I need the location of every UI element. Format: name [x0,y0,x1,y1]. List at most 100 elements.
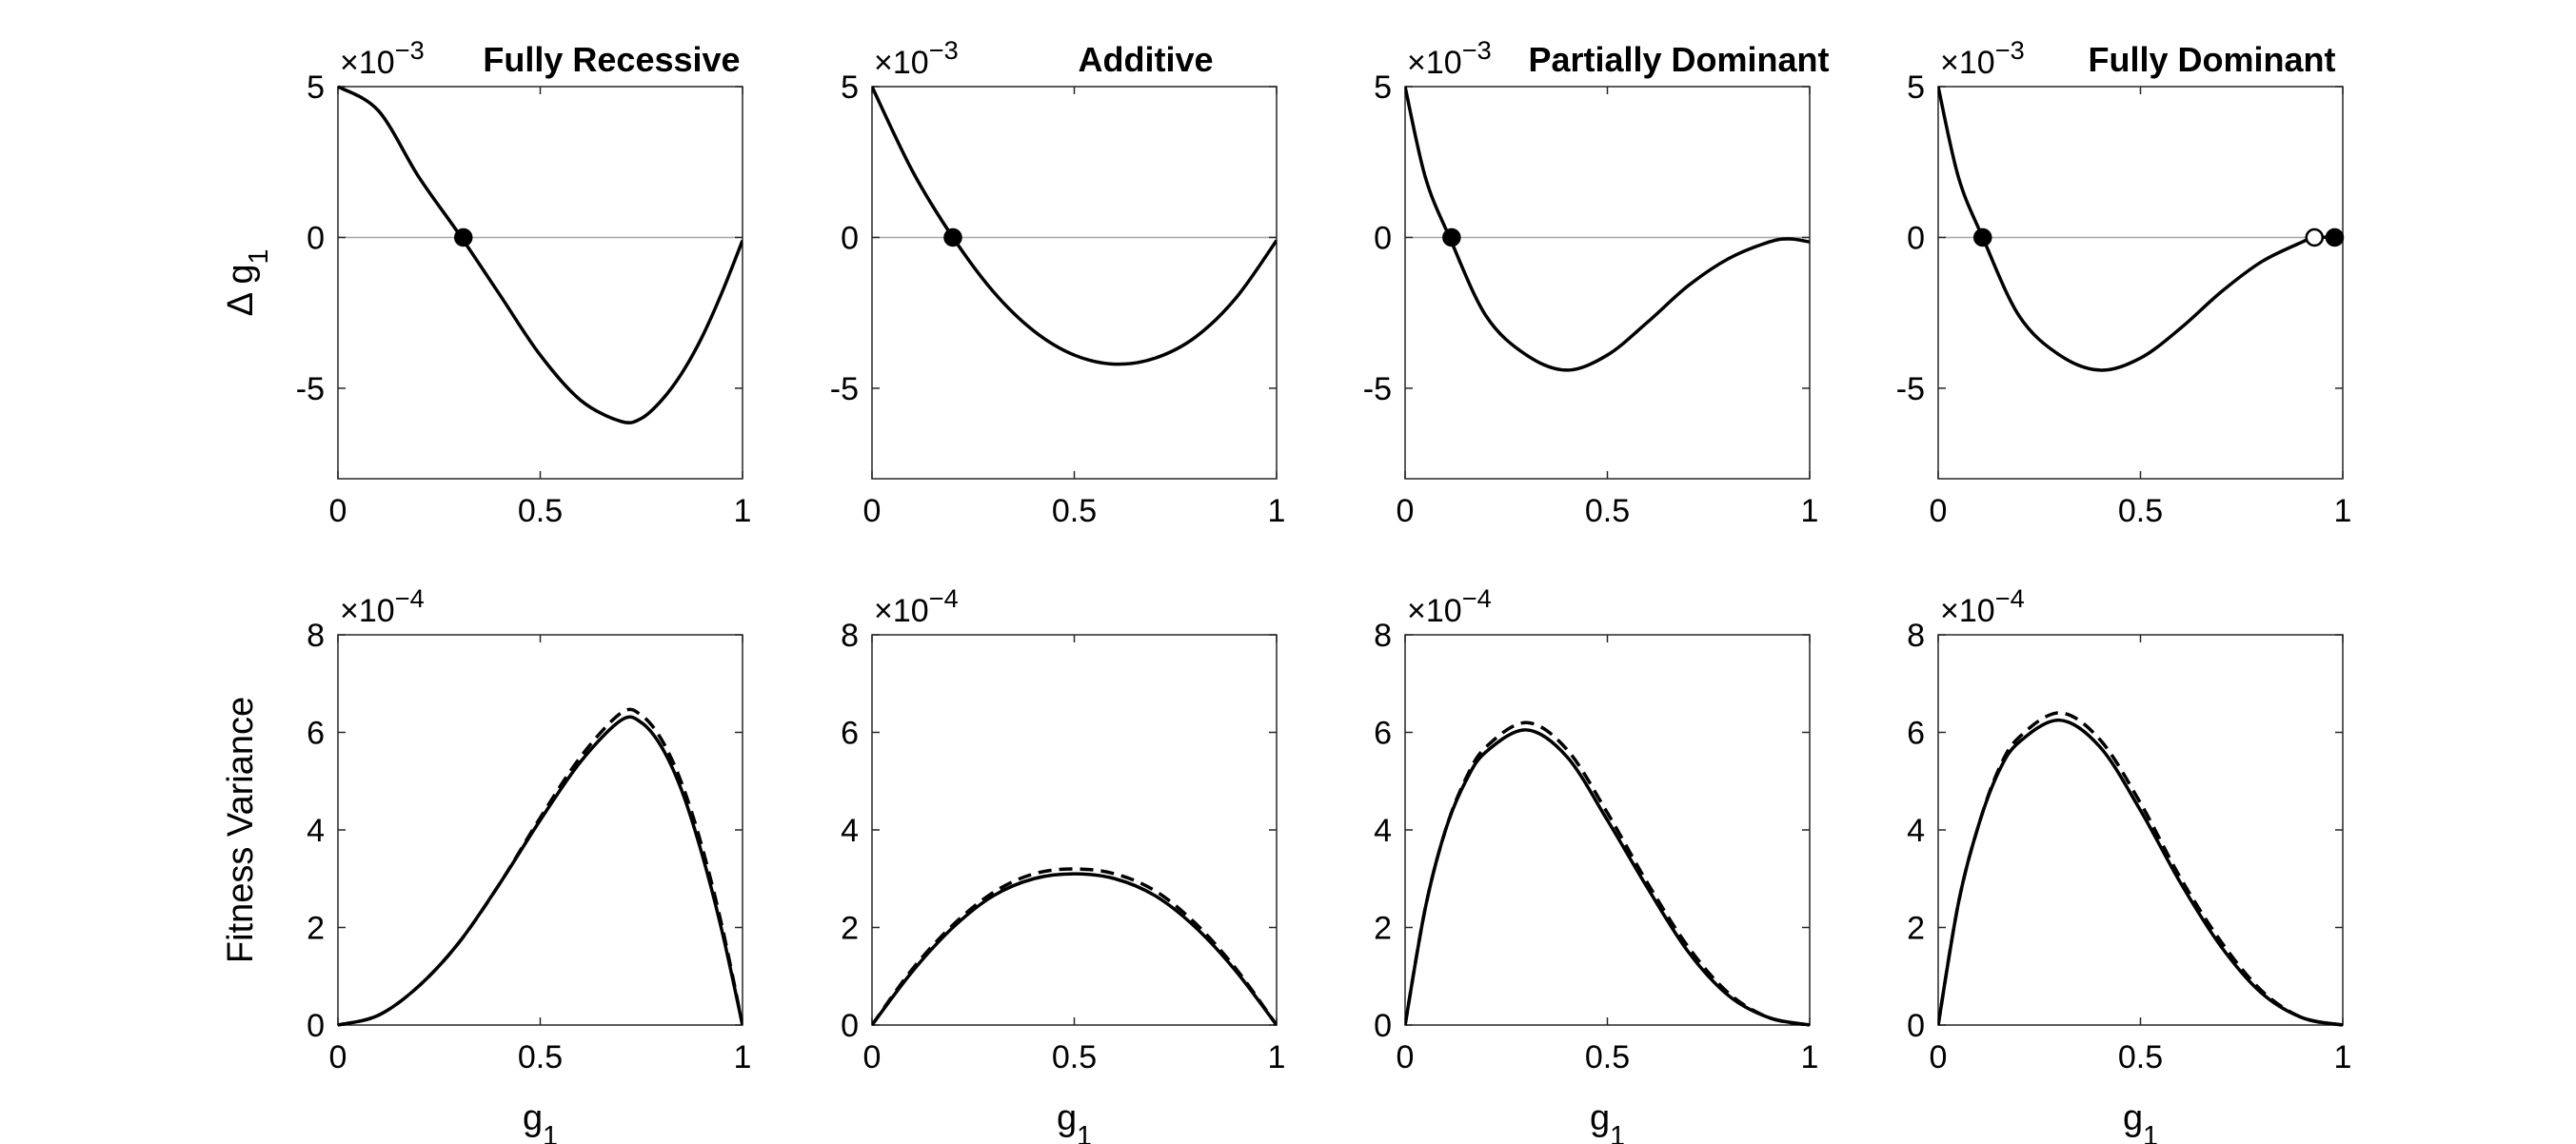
x-tick-label: 0.5 [1585,493,1630,529]
x-tick-label: 0 [1397,1039,1415,1075]
y-tick-label: 5 [1374,69,1392,106]
stable-equilibrium-point [943,227,962,247]
y-tick-label: 0 [1374,220,1392,256]
panel-4: 0 0.5 1 5 0 -5 ×10−3 Fully Dominant [1896,35,2352,530]
stable-equilibrium-point [1973,227,1992,247]
y-tick-label: 5 [307,69,325,106]
panel-3: 0 0.5 1 5 0 -5 ×10−3 Partially Dominant [1363,35,1830,530]
panel-2: 0 0.5 1 5 0 -5 ×10−3 Additive [830,35,1286,530]
panel-title: Partially Dominant [1528,40,1829,79]
y-exponent-label: ×10−4 [340,583,425,630]
panel-1: 0 0.5 1 5 0 -5 ×10−3 Fully Recessive Δ g1 [221,35,751,530]
x-tick-label: 0 [1930,493,1948,529]
y-tick-label: 6 [841,716,859,752]
y-tick-label: 0 [1374,1008,1392,1044]
y-exponent-label: ×10−3 [1407,35,1492,82]
y-tick-label: 6 [1907,716,1925,752]
x-tick-label: 1 [1801,1039,1819,1075]
x-tick-label: 1 [1801,493,1819,529]
series-line-dashed [1405,720,1810,1027]
x-tick-label: 0.5 [2118,493,2163,529]
unstable-equilibrium-point [2305,227,2324,247]
x-tick-label: 0 [329,1039,347,1075]
y-tick-label: 6 [1374,716,1392,752]
panel-title: Additive [1078,40,1213,79]
x-tick-label: 0 [1397,493,1415,529]
panel-8: 0 0.5 1 8 6 4 2 0 ×10−4 g1 [1907,583,2351,1144]
y-tick-label: 0 [841,220,859,256]
series-line-solid [1405,728,1810,1027]
x-tick-label: 0 [329,493,347,529]
y-tick-label: 5 [841,69,859,106]
x-tick-label: 0.5 [518,493,563,529]
y-exponent-label: ×10−4 [1940,583,2025,630]
y-tick-label: 0 [841,1008,859,1044]
axes-box [1937,86,2344,480]
axes-box [1404,86,1811,480]
y-tick-label: -5 [1363,371,1392,407]
y-tick-label: 0 [1907,1008,1925,1044]
series-line-solid [1938,86,2343,372]
x-tick-label: 1 [2334,493,2352,529]
y-tick-label: -5 [296,371,325,407]
panel-5: 0 0.5 1 8 6 4 2 0 ×10−4 g1 Fitness Variance [221,583,751,1144]
series-line-solid [338,715,743,1027]
y-tick-label: 2 [1907,911,1925,947]
y-exponent-label: ×10−4 [1407,583,1492,630]
y-exponent-label: ×10−3 [874,35,959,82]
y-tick-label: 8 [1374,618,1392,654]
y-tick-label: 2 [307,911,325,947]
series-line-dashed [872,867,1277,1027]
x-axis-label: g1 [1590,1098,1625,1144]
x-tick-label: 1 [1268,1039,1286,1075]
x-axis-label: g1 [1057,1098,1092,1144]
x-tick-label: 1 [2334,1039,2352,1075]
x-tick-label: 0 [863,1039,882,1075]
panel-title: Fully Recessive [483,40,740,79]
x-tick-label: 1 [734,493,752,529]
y-tick-label: 4 [841,813,859,849]
panel-7: 0 0.5 1 8 6 4 2 0 ×10−4 g1 [1374,583,1818,1144]
axes-box [1937,634,2344,1026]
series-line-solid [872,86,1277,366]
series-line-dashed [338,707,743,1027]
panel-title: Fully Dominant [2089,40,2336,79]
x-tick-label: 0.5 [518,1039,563,1075]
y-tick-label: 2 [1374,911,1392,947]
x-tick-label: 0 [863,493,882,529]
y-tick-label: 4 [1374,813,1392,849]
axes-box [871,634,1278,1026]
x-tick-label: 0.5 [2118,1039,2163,1075]
y-axis-label: Fitness Variance [221,697,261,963]
y-tick-label: 4 [1907,813,1925,849]
panel-6: 0 0.5 1 8 6 4 2 0 ×10−4 g1 [841,583,1285,1144]
y-tick-label: 0 [307,220,325,256]
stable-equilibrium-point [2325,227,2345,247]
y-tick-label: -5 [1896,371,1925,407]
stable-equilibrium-point [454,227,473,247]
axes-box [337,86,743,480]
axes-box [337,634,743,1026]
x-tick-label: 0.5 [1052,1039,1097,1075]
x-tick-label: 0.5 [1052,493,1097,529]
x-tick-label: 1 [734,1039,752,1075]
series-line-solid [1938,718,2343,1027]
y-tick-label: 2 [841,911,859,947]
x-tick-label: 0.5 [1585,1039,1630,1075]
y-exponent-label: ×10−3 [1940,35,2025,82]
y-tick-label: 8 [841,618,859,654]
series-line-dashed [1938,711,2343,1027]
y-tick-label: 6 [307,716,325,752]
y-tick-label: 5 [1907,69,1925,106]
series-line-solid [872,872,1277,1027]
x-tick-label: 1 [1268,493,1286,529]
series-line-solid [1405,86,1810,372]
y-axis-label: Δ g1 [221,249,274,317]
x-axis-label: g1 [2123,1098,2158,1144]
series-line-solid [338,85,743,424]
y-exponent-label: ×10−4 [874,583,959,630]
x-axis-label: g1 [523,1098,558,1144]
y-tick-label: 8 [307,618,325,654]
axes-box [1404,634,1811,1026]
y-tick-label: 4 [307,813,325,849]
